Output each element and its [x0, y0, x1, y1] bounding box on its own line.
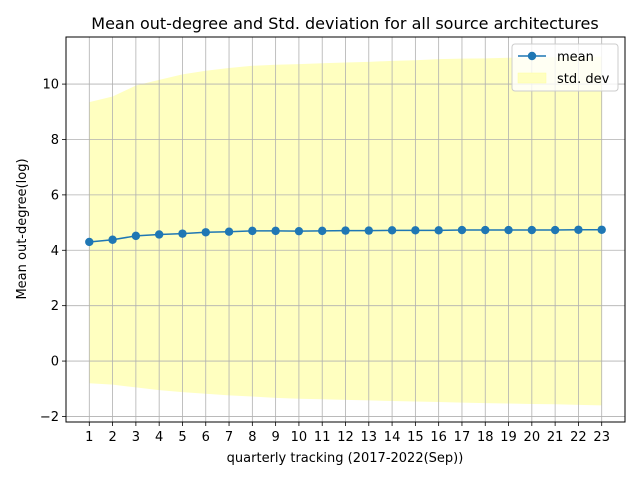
mean-point — [294, 226, 304, 236]
mean-point — [85, 237, 94, 247]
x-tick-label: 12 — [337, 430, 354, 445]
x-tick-label: 17 — [454, 430, 471, 445]
y-tick-label: 0 — [51, 355, 59, 370]
y-tick-label: 6 — [51, 188, 59, 203]
x-tick-label: 2 — [108, 430, 116, 445]
mean-point — [108, 235, 117, 244]
x-tick-label: 23 — [593, 430, 610, 445]
mean-point — [411, 226, 420, 235]
x-tick-label: 20 — [524, 430, 541, 445]
mean-point — [387, 226, 397, 235]
mean-point — [154, 230, 164, 239]
mean-point — [318, 226, 327, 236]
chart-title: Mean out-degree and Std. deviation for a… — [91, 14, 598, 33]
x-tick-label: 11 — [314, 430, 331, 445]
legend: mean std. dev — [511, 43, 619, 92]
mean-point — [550, 225, 560, 235]
legend-mean-label: mean — [557, 50, 594, 65]
x-tick-label: 10 — [291, 430, 308, 445]
legend-mean-marker — [527, 51, 537, 61]
mean-point — [527, 225, 537, 235]
mean-point — [271, 226, 280, 236]
x-tick-label: 22 — [570, 430, 587, 445]
y-tick-label: 2 — [51, 299, 59, 314]
x-tick-label: 15 — [407, 430, 424, 445]
mean-point — [457, 225, 467, 235]
x-tick-label: 16 — [430, 430, 447, 445]
tick-layer: 1 2 3 4 5 6 7 8 9 10 11 12 13 14 15 16 17 18 19 20 21 22 23−20… — [40, 78, 610, 445]
mean-line-layer — [85, 225, 606, 247]
x-tick-label: 3 — [132, 430, 140, 445]
x-tick-label: 13 — [361, 430, 378, 445]
x-tick-label: 8 — [248, 430, 256, 445]
mean-point — [131, 231, 141, 241]
x-tick-label: 9 — [271, 430, 279, 445]
mean-point — [481, 225, 490, 235]
x-tick-label: 6 — [202, 430, 210, 445]
y-tick-label: 4 — [51, 244, 59, 259]
mean-point — [504, 225, 513, 235]
x-tick-label: 5 — [178, 430, 186, 445]
y-tick-label: 8 — [51, 133, 59, 148]
mean-point — [597, 225, 606, 234]
mean-point — [341, 226, 350, 235]
mean-point — [178, 229, 187, 238]
legend-std-dev-swatch — [517, 72, 547, 84]
legend-std-dev-label: std. dev — [557, 72, 610, 87]
x-tick-label: 19 — [500, 430, 517, 445]
mean-point — [201, 228, 210, 237]
x-tick-label: 21 — [547, 430, 564, 445]
x-tick-label: 18 — [477, 430, 494, 445]
mean-point — [364, 226, 373, 235]
x-tick-label: 4 — [155, 430, 163, 445]
x-axis-label: quarterly tracking (2017-2022(Sep)) — [227, 451, 464, 466]
x-tick-label: 14 — [384, 430, 401, 445]
x-tick-label: 1 — [85, 430, 93, 445]
mean-point — [434, 226, 443, 235]
mean-point — [224, 227, 234, 236]
mean-point — [574, 225, 583, 234]
y-axis-label: Mean out-degree(log) — [15, 158, 30, 299]
x-tick-label: 7 — [225, 430, 233, 445]
y-tick-label: −2 — [40, 410, 59, 425]
y-tick-label: 10 — [42, 78, 59, 93]
mean-point — [248, 226, 257, 236]
